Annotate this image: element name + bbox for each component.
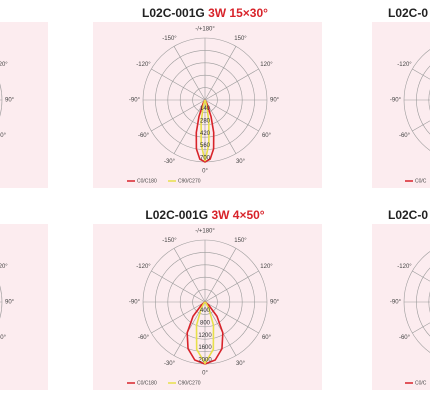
grid-spoke: [204, 99, 259, 132]
angle-label: 120°: [260, 264, 273, 270]
radial-label: 140: [200, 106, 211, 112]
angle-label: 30°: [236, 159, 246, 165]
intensity-curve: [200, 99, 210, 162]
card: [0, 22, 48, 188]
radial-label: 700: [200, 156, 211, 162]
angle-label: -90°: [129, 300, 141, 306]
radial-label: 400: [200, 308, 211, 314]
legend-label: C90/C270: [178, 380, 201, 386]
chart-title: L02C-0: [388, 6, 428, 20]
angle-label: 90°: [5, 98, 15, 104]
angle-label: 60°: [0, 133, 7, 139]
angle-label: 120°: [0, 62, 8, 68]
legend-label: C0/C180: [137, 380, 157, 386]
grid-spoke: [204, 270, 259, 303]
radial-label: 1600: [198, 345, 212, 351]
grid-spoke: [151, 68, 206, 101]
angle-label: -90°: [390, 300, 402, 306]
spec: 3W 15×30°: [208, 6, 268, 20]
grid-spoke: [204, 46, 237, 101]
grid-spoke: [204, 99, 237, 154]
angle-label: 0°: [202, 169, 208, 175]
angle-label: -120°: [397, 62, 412, 68]
grid-spoke: [204, 68, 259, 101]
angle-label: -60°: [138, 335, 150, 341]
model: L02C-001G: [142, 6, 205, 20]
angle-label: -120°: [136, 264, 151, 270]
angle-label: 90°: [270, 300, 280, 306]
chart-title: L02C-0: [388, 208, 428, 222]
angle-label: 150°: [234, 238, 247, 244]
grid-spoke: [204, 248, 237, 303]
angle-label: 60°: [262, 133, 272, 139]
grid-spoke: [204, 301, 259, 334]
grid-spoke: [412, 270, 430, 282]
angle-label: 60°: [262, 335, 272, 341]
angle-label: -60°: [399, 335, 411, 341]
angle-label: 120°: [0, 264, 8, 270]
legend-label: C0/C180: [137, 178, 157, 184]
radial-label: 800: [200, 320, 211, 326]
legend-label: C0/C: [415, 380, 427, 386]
radial-label: 560: [200, 143, 211, 149]
legend-label: C90/C270: [178, 178, 201, 184]
angle-label: 90°: [270, 98, 280, 104]
chart-title: L02C-001G 3W 4×50°: [145, 208, 264, 222]
angle-label: -30°: [164, 159, 176, 165]
intensity-curve: [195, 99, 215, 163]
angle-label: -90°: [129, 98, 141, 104]
card: [0, 224, 48, 390]
angle-label: -150°: [162, 36, 177, 42]
grid-spoke: [173, 248, 206, 303]
grid-spoke: [412, 322, 430, 334]
angle-label: 120°: [260, 62, 273, 68]
angle-label: -/+180°: [195, 27, 215, 33]
angle-label: -60°: [399, 133, 411, 139]
angle-label: 60°: [0, 335, 7, 341]
radial-label: 420: [200, 131, 211, 137]
intensity-curve: [195, 301, 215, 365]
model: L02C-001G: [145, 208, 208, 222]
grid-spoke: [151, 301, 206, 334]
card: [372, 22, 430, 188]
angle-label: -150°: [162, 238, 177, 244]
angle-label: -30°: [164, 361, 176, 367]
angle-label: 150°: [234, 36, 247, 42]
legend-label: C0/C: [415, 178, 427, 184]
angle-label: 0°: [202, 371, 208, 377]
grid-spoke: [173, 99, 206, 154]
angle-label: -/+180°: [195, 229, 215, 235]
angle-label: -60°: [138, 133, 150, 139]
card: [372, 224, 430, 390]
angle-label: -120°: [136, 62, 151, 68]
angle-label: -120°: [397, 264, 412, 270]
radial-label: 2000: [198, 358, 212, 364]
grid-spoke: [173, 46, 206, 101]
angle-label: 90°: [5, 300, 15, 306]
grid-spoke: [412, 68, 430, 80]
radial-label: 280: [200, 118, 211, 124]
chart-title: L02C-001G 3W 15×30°: [142, 6, 268, 20]
spec: 3W 4×50°: [211, 208, 264, 222]
grid-spoke: [412, 120, 430, 132]
angle-label: 30°: [236, 361, 246, 367]
radial-label: 1200: [198, 333, 212, 339]
grid-spoke: [151, 270, 206, 303]
grid-spoke: [151, 99, 206, 132]
angle-label: -90°: [390, 98, 402, 104]
